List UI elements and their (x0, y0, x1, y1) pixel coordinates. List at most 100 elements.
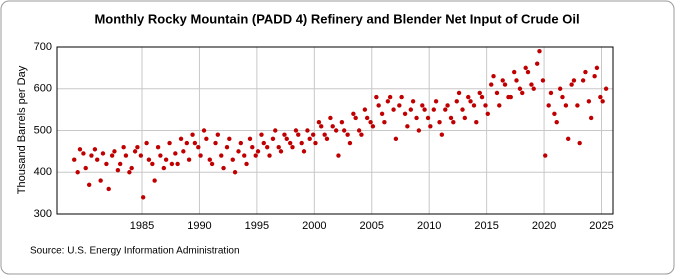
point (569, 82, 574, 87)
point (577, 140, 582, 146)
y-axis-label: Thousand Barrels per Day (16, 65, 28, 194)
point (86, 182, 92, 187)
point (301, 149, 307, 154)
point (213, 140, 218, 146)
point (115, 167, 121, 173)
point (548, 90, 554, 96)
point (379, 111, 385, 117)
point (491, 74, 496, 79)
point (583, 69, 588, 75)
point (330, 124, 335, 129)
point (500, 78, 505, 83)
point (560, 94, 565, 100)
point (273, 128, 278, 133)
point (232, 170, 238, 175)
point (397, 103, 402, 108)
point (368, 119, 373, 125)
point (382, 119, 387, 125)
point (138, 153, 144, 158)
point (439, 132, 445, 137)
point (83, 165, 88, 171)
point (508, 94, 513, 100)
point (387, 94, 393, 100)
point (77, 147, 83, 152)
point (437, 119, 442, 125)
point (255, 149, 261, 154)
point (287, 140, 293, 146)
point (414, 115, 419, 121)
point (307, 136, 312, 142)
point (405, 124, 410, 129)
point (155, 145, 161, 150)
point (552, 111, 557, 117)
point (152, 178, 157, 183)
point (588, 115, 594, 121)
point (546, 103, 551, 108)
point (158, 153, 163, 158)
x-tick-label: 1995 (245, 220, 269, 232)
point (244, 161, 249, 167)
point (276, 145, 281, 150)
point (169, 161, 175, 167)
point (167, 140, 172, 146)
point (146, 157, 152, 162)
point (178, 136, 184, 142)
point (600, 99, 605, 104)
point (132, 149, 138, 154)
point (485, 111, 490, 117)
point (190, 132, 195, 137)
point (471, 103, 477, 108)
point (227, 136, 232, 142)
point (175, 161, 180, 167)
point (402, 111, 408, 117)
point (282, 132, 287, 137)
x-tick-label: 2020 (532, 220, 556, 232)
point (278, 149, 284, 154)
point (127, 170, 132, 175)
point (351, 111, 356, 117)
point (117, 161, 123, 167)
point (215, 132, 221, 137)
point (196, 145, 201, 150)
point (460, 107, 465, 112)
point (462, 115, 468, 121)
point (514, 78, 519, 83)
point (305, 128, 310, 133)
point (477, 90, 482, 96)
point (425, 115, 431, 121)
point (310, 132, 316, 137)
point (261, 140, 266, 146)
x-tick-label: 2010 (417, 220, 441, 232)
point (445, 103, 450, 108)
point (92, 147, 98, 152)
point (408, 107, 414, 112)
point (236, 149, 241, 154)
point (250, 145, 255, 150)
point (98, 178, 103, 183)
point (529, 82, 534, 87)
point (339, 119, 345, 125)
point (364, 115, 370, 121)
point (580, 78, 586, 83)
point (129, 165, 134, 171)
point (72, 157, 77, 162)
point (443, 107, 448, 112)
y-tick-label: 300 (34, 208, 52, 220)
point (204, 136, 209, 142)
point (466, 94, 471, 100)
point (420, 103, 425, 108)
point (543, 153, 548, 158)
point (104, 161, 109, 167)
point (163, 157, 169, 162)
point (247, 136, 253, 142)
point (431, 107, 436, 112)
point (100, 151, 106, 156)
point (341, 128, 347, 133)
point (594, 65, 600, 71)
point (517, 86, 523, 91)
y-tick-label: 600 (34, 83, 52, 95)
point (356, 128, 362, 133)
point (219, 153, 224, 158)
point (313, 140, 318, 146)
point (520, 90, 525, 96)
